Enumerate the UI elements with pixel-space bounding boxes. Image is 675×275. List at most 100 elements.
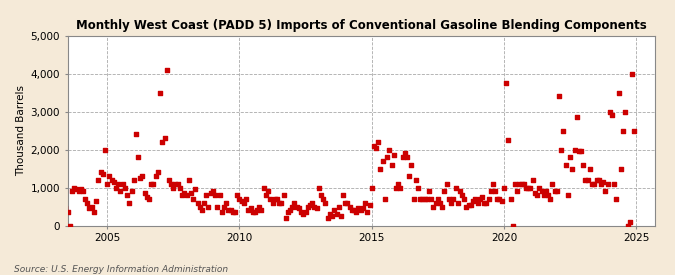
Point bbox=[84, 206, 95, 211]
Point bbox=[175, 185, 186, 190]
Point bbox=[367, 185, 377, 190]
Point bbox=[342, 200, 353, 205]
Point bbox=[331, 212, 342, 216]
Point bbox=[479, 200, 489, 205]
Point bbox=[88, 210, 99, 214]
Point bbox=[369, 144, 379, 148]
Point bbox=[340, 200, 350, 205]
Point bbox=[106, 178, 117, 182]
Point bbox=[278, 193, 289, 197]
Point bbox=[393, 182, 404, 186]
Point bbox=[190, 187, 200, 192]
Point bbox=[604, 109, 615, 114]
Point bbox=[463, 202, 474, 207]
Point bbox=[97, 172, 108, 177]
Point bbox=[454, 189, 465, 194]
Point bbox=[475, 197, 485, 201]
Point bbox=[468, 199, 479, 203]
Point bbox=[212, 204, 223, 209]
Point bbox=[259, 185, 269, 190]
Point bbox=[406, 163, 416, 167]
Point bbox=[82, 200, 92, 205]
Point bbox=[538, 193, 549, 197]
Point bbox=[404, 174, 414, 178]
Point bbox=[591, 178, 602, 182]
Point bbox=[386, 163, 397, 167]
Point bbox=[227, 210, 238, 214]
Point bbox=[355, 208, 366, 213]
Point bbox=[335, 214, 346, 218]
Point bbox=[208, 189, 219, 194]
Point bbox=[358, 206, 369, 211]
Point bbox=[626, 72, 637, 76]
Point bbox=[551, 189, 562, 194]
Point bbox=[78, 189, 88, 194]
Point bbox=[214, 193, 225, 197]
Point bbox=[503, 138, 514, 142]
Point bbox=[111, 185, 122, 190]
Point bbox=[150, 174, 161, 178]
Point bbox=[505, 197, 516, 201]
Point bbox=[285, 208, 296, 213]
Point bbox=[269, 197, 280, 201]
Point bbox=[446, 200, 456, 205]
Point bbox=[410, 178, 421, 182]
Point bbox=[589, 182, 600, 186]
Point bbox=[170, 182, 181, 186]
Point bbox=[159, 136, 170, 141]
Point bbox=[457, 193, 468, 197]
Point bbox=[57, 208, 68, 213]
Point bbox=[609, 182, 620, 186]
Point bbox=[309, 204, 320, 209]
Point bbox=[452, 200, 463, 205]
Point bbox=[144, 197, 155, 201]
Point bbox=[545, 197, 556, 201]
Point bbox=[613, 90, 624, 95]
Point bbox=[611, 197, 622, 201]
Point bbox=[234, 197, 245, 201]
Point bbox=[186, 191, 196, 196]
Point bbox=[124, 200, 134, 205]
Point bbox=[628, 128, 639, 133]
Point bbox=[117, 182, 128, 186]
Point bbox=[618, 128, 628, 133]
Point bbox=[565, 155, 576, 160]
Point bbox=[483, 197, 494, 201]
Point bbox=[443, 197, 454, 201]
Point bbox=[541, 189, 551, 194]
Point bbox=[122, 193, 132, 197]
Point bbox=[95, 170, 106, 175]
Point bbox=[55, 187, 66, 192]
Point bbox=[400, 151, 410, 156]
Point bbox=[225, 208, 236, 213]
Point bbox=[196, 208, 207, 213]
Point bbox=[298, 212, 309, 216]
Point bbox=[313, 185, 324, 190]
Point bbox=[320, 200, 331, 205]
Point bbox=[562, 193, 573, 197]
Point bbox=[289, 200, 300, 205]
Point bbox=[501, 81, 512, 85]
Point bbox=[433, 197, 443, 201]
Point bbox=[130, 132, 141, 137]
Point bbox=[137, 174, 148, 178]
Point bbox=[133, 155, 144, 160]
Point bbox=[194, 204, 205, 209]
Point bbox=[481, 200, 491, 205]
Point bbox=[554, 94, 564, 99]
Point bbox=[466, 202, 477, 207]
Point bbox=[459, 197, 470, 201]
Point bbox=[157, 140, 167, 144]
Point bbox=[360, 200, 371, 205]
Point bbox=[417, 197, 428, 201]
Point bbox=[373, 140, 383, 144]
Point bbox=[414, 197, 425, 201]
Point bbox=[203, 204, 214, 209]
Point bbox=[179, 191, 190, 196]
Point bbox=[461, 204, 472, 209]
Point bbox=[216, 210, 227, 214]
Point bbox=[238, 200, 249, 205]
Point bbox=[384, 147, 395, 152]
Point bbox=[69, 185, 80, 190]
Point bbox=[292, 204, 302, 209]
